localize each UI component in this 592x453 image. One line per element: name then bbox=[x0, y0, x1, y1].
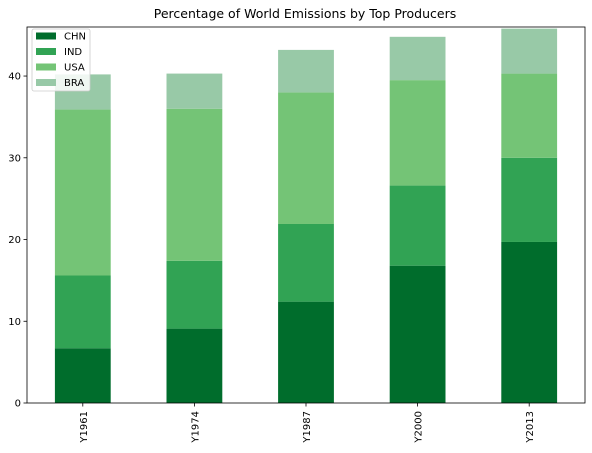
axes-layer: Y1961 Y1974 Y1987 Y2000 Y2013 0 10 20 30 40 bbox=[8, 26, 586, 444]
bar-bra-y1974 bbox=[166, 73, 223, 109]
bar-ind-y1987 bbox=[278, 223, 334, 302]
bars-layer bbox=[54, 28, 558, 403]
x-tick-label: Y1961 bbox=[79, 411, 90, 444]
bar-usa-y1974 bbox=[166, 108, 223, 261]
bar-ind-y2013 bbox=[501, 157, 558, 242]
legend-label-usa: USA bbox=[64, 63, 85, 74]
x-tick-label: Y1987 bbox=[302, 411, 313, 444]
chart-title: Percentage of World Emissions by Top Pro… bbox=[154, 6, 456, 21]
legend-swatch-usa bbox=[36, 63, 56, 71]
legend-swatch-bra bbox=[36, 79, 56, 86]
bar-chn-y2013 bbox=[501, 241, 558, 403]
legend-box bbox=[31, 28, 91, 92]
bar-bra-y1987 bbox=[278, 49, 334, 93]
bar-ind-y2000 bbox=[389, 185, 446, 266]
legend-label-chn: CHN bbox=[64, 32, 86, 43]
legend: CHN IND USA BRA bbox=[31, 28, 91, 92]
x-tick-label: Y2000 bbox=[414, 411, 425, 444]
x-tick-label: Y2013 bbox=[525, 411, 536, 444]
bar-bra-y2013 bbox=[501, 28, 558, 74]
bar-ind-y1961 bbox=[54, 275, 111, 349]
legend-swatch-chn bbox=[36, 32, 56, 40]
y-tick-label: 20 bbox=[8, 235, 21, 246]
bar-chn-y1987 bbox=[278, 301, 334, 403]
bar-usa-y2013 bbox=[501, 73, 558, 158]
y-tick-label: 40 bbox=[8, 72, 21, 83]
y-tick-label: 10 bbox=[8, 317, 21, 328]
bar-usa-y2000 bbox=[389, 80, 446, 186]
bar-chn-y1974 bbox=[166, 328, 223, 403]
bar-ind-y1974 bbox=[166, 260, 223, 329]
bar-chn-y1961 bbox=[54, 348, 111, 403]
legend-label-ind: IND bbox=[64, 47, 82, 58]
y-tick-label: 0 bbox=[15, 399, 21, 410]
bar-chn-y2000 bbox=[389, 265, 446, 403]
y-tick-label: 30 bbox=[8, 153, 21, 164]
bar-usa-y1961 bbox=[54, 109, 111, 276]
bar-usa-y1987 bbox=[278, 92, 334, 224]
x-tick-label: Y1974 bbox=[190, 411, 201, 444]
legend-swatch-ind bbox=[36, 48, 56, 55]
legend-label-bra: BRA bbox=[64, 78, 84, 89]
bar-bra-y2000 bbox=[389, 36, 446, 81]
plot-frame bbox=[26, 26, 586, 404]
